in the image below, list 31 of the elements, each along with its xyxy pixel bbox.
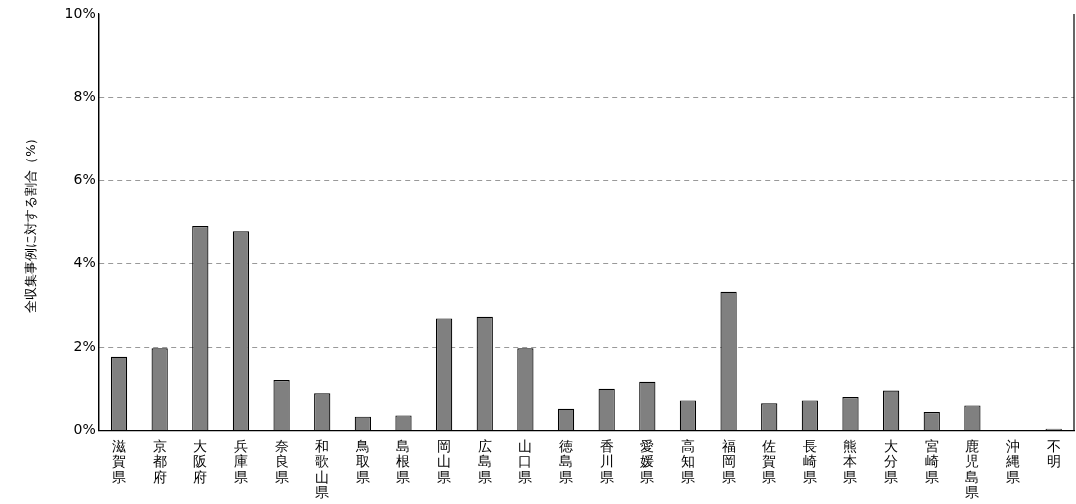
- x-tick-label: 広島県: [477, 437, 492, 485]
- x-tick-label: 和歌山県: [315, 437, 330, 500]
- x-tick-label: 鳥取県: [354, 437, 370, 485]
- x-tick-label: 岡山県: [437, 437, 452, 485]
- y-tick-label: 4%: [73, 254, 96, 271]
- x-tick-label: 佐賀県: [762, 437, 777, 485]
- x-tick-label: 奈良県: [274, 437, 289, 485]
- x-tick-label: 滋賀県: [112, 437, 127, 485]
- y-tick-label: 0%: [73, 421, 96, 438]
- x-tick-label: 不明: [1046, 437, 1061, 470]
- x-tick-label: 愛媛県: [640, 437, 655, 485]
- x-tick-label: 鹿児島県: [965, 437, 980, 500]
- x-tick-label: 兵庫県: [233, 437, 248, 485]
- y-tick-label: 6%: [73, 171, 96, 188]
- x-tick-label: 福岡県: [721, 437, 736, 485]
- x-tick-label: 山口県: [518, 437, 533, 485]
- y-tick-label: 2%: [73, 337, 96, 354]
- y-tick-label: 10%: [64, 4, 96, 21]
- x-tick-label: 宮崎県: [924, 437, 939, 485]
- y-axis-title: 全収集事例に対する割合（%）: [23, 131, 39, 313]
- x-tick-label: 香川県: [599, 437, 614, 485]
- x-tick-label: 熊本県: [843, 437, 858, 485]
- x-tick-label: 徳島県: [559, 437, 574, 485]
- x-tick-label: 高知県: [680, 437, 695, 485]
- y-tick-label: 8%: [73, 87, 96, 104]
- x-tick-label: 沖縄県: [1005, 437, 1021, 485]
- x-tick-label: 島根県: [396, 437, 411, 485]
- x-tick-label: 長崎県: [802, 437, 817, 485]
- x-tick-label: 京都府: [152, 437, 167, 485]
- x-tick-label: 大阪府: [193, 437, 208, 485]
- x-tick-label: 大分県: [884, 437, 899, 485]
